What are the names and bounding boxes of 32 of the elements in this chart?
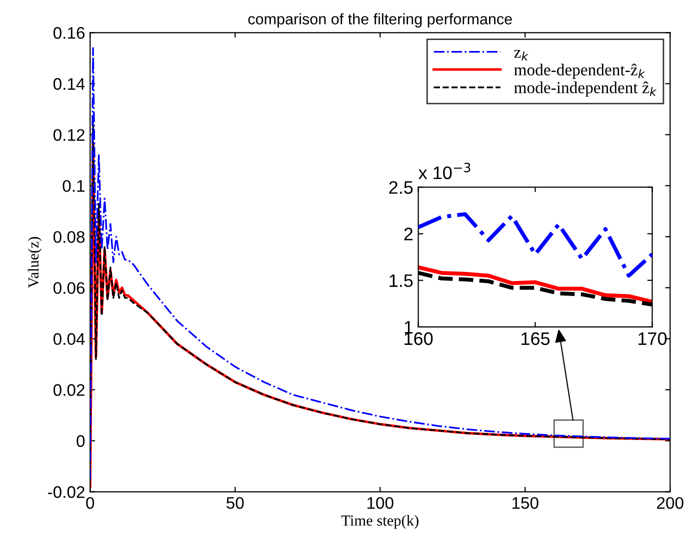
x-tick-label: 150 xyxy=(512,497,538,509)
y-tick-label: 0.12 xyxy=(53,129,84,141)
x-tick-label: 160 xyxy=(404,332,433,346)
y-tick-label: 0.08 xyxy=(53,231,85,243)
x-tick-label: 50 xyxy=(226,497,244,509)
annotation: x 10$^{−3}$ xyxy=(418,162,470,180)
y-tick-label: 0.06 xyxy=(53,282,85,294)
y-tick-label: 0.02 xyxy=(53,384,84,396)
y-tick-label: -0.02 xyxy=(48,486,84,498)
y-tick-label: 0.1 xyxy=(62,180,84,192)
y-tick-label: 2.5 xyxy=(389,181,413,194)
legend-label: mode-independent ẑ$_{k}$ xyxy=(514,82,657,97)
y-tick-label: 1.5 xyxy=(390,274,413,288)
line-series xyxy=(418,265,652,304)
line-series xyxy=(418,212,652,278)
y-axis-title: Value(z) xyxy=(28,237,42,288)
chart-title: comparison of the filtering performance xyxy=(248,13,512,28)
y-tick-label: 2 xyxy=(404,228,413,240)
y-tick-label: 0.14 xyxy=(53,78,85,90)
x-tick-label: 170 xyxy=(638,332,667,346)
x-tick-label: 200 xyxy=(657,497,684,509)
y-tick-label: 0 xyxy=(76,435,85,447)
legend-label: mode-dependent-ẑ$_{k}$ xyxy=(514,64,646,79)
y-tick-label: 1 xyxy=(404,321,413,334)
x-tick-label: 100 xyxy=(367,497,394,509)
y-tick-label: 0.16 xyxy=(53,27,85,39)
x-axis-title: Time step(k) xyxy=(341,514,418,529)
line-series xyxy=(90,47,670,480)
x-tick-label: 0 xyxy=(86,497,94,509)
y-tick-label: 0.04 xyxy=(53,333,85,345)
x-tick-label: 165 xyxy=(522,332,550,346)
legend-label: z$_{k}$ xyxy=(514,50,528,60)
